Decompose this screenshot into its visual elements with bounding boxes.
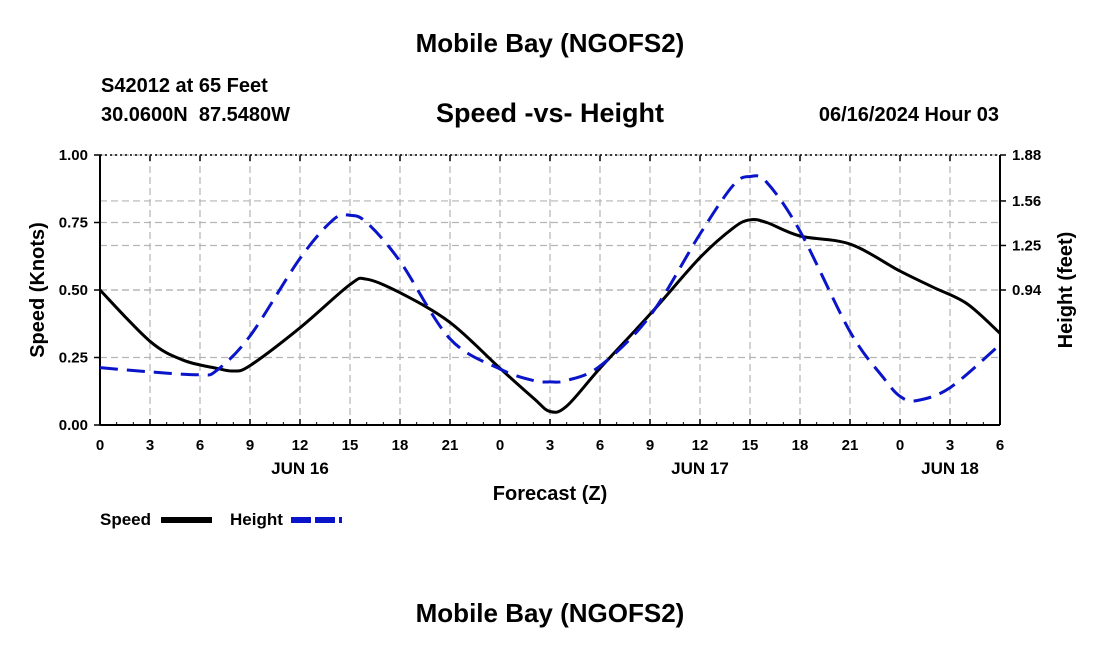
x-tick-label: 18 bbox=[392, 437, 409, 454]
y-tick-label-right: 1.25 bbox=[1012, 237, 1041, 254]
x-axis-title: Forecast (Z) bbox=[493, 483, 607, 505]
day-label: JUN 16 bbox=[271, 459, 329, 478]
x-tick-label: 9 bbox=[646, 437, 654, 454]
y-axis-title-left: Speed (Knots) bbox=[27, 222, 49, 358]
height-series-line bbox=[99, 174, 1001, 403]
y-tick-label-right: 0.94 bbox=[1012, 282, 1042, 299]
forecast-datetime: 06/16/2024 Hour 03 bbox=[818, 104, 999, 126]
x-tick-label: 12 bbox=[692, 437, 709, 454]
x-tick-label: 0 bbox=[896, 437, 904, 454]
footer-title: Mobile Bay (NGOFS2) bbox=[415, 598, 685, 628]
x-tick-label: 3 bbox=[146, 437, 154, 454]
y-tick-label-right: 1.56 bbox=[1012, 193, 1041, 210]
coordinates-label: 30.0600N 87.5480W bbox=[101, 104, 291, 126]
x-tick-label: 9 bbox=[246, 437, 254, 454]
x-tick-label: 15 bbox=[742, 437, 759, 454]
x-tick-label: 0 bbox=[96, 437, 104, 454]
x-tick-label: 6 bbox=[196, 437, 204, 454]
legend-speed-label: Speed bbox=[100, 510, 151, 529]
y-axis-title-right: Height (feet) bbox=[1055, 232, 1077, 349]
y-tick-label-right: 1.88 bbox=[1012, 147, 1041, 164]
x-tick-label: 6 bbox=[596, 437, 604, 454]
chart-subtitle: Speed -vs- Height bbox=[435, 98, 665, 128]
x-tick-label: 3 bbox=[546, 437, 554, 454]
y-tick-label-left: 0.25 bbox=[59, 350, 88, 367]
x-tick-label: 15 bbox=[342, 437, 359, 454]
x-tick-label: 0 bbox=[496, 437, 504, 454]
x-tick-label: 6 bbox=[996, 437, 1004, 454]
x-tick-label: 21 bbox=[842, 437, 859, 454]
station-label: S42012 at 65 Feet bbox=[101, 75, 268, 97]
y-tick-label-left: 0.00 bbox=[59, 417, 88, 434]
x-tick-label: 3 bbox=[946, 437, 954, 454]
x-tick-label: 21 bbox=[442, 437, 459, 454]
legend-height-label: Height bbox=[230, 510, 283, 529]
y-tick-label-left: 0.75 bbox=[59, 215, 88, 232]
x-tick-label: 18 bbox=[792, 437, 809, 454]
speed-series-line bbox=[98, 217, 1001, 414]
y-tick-label-left: 1.00 bbox=[59, 147, 88, 164]
day-label: JUN 18 bbox=[921, 459, 979, 478]
page-title: Mobile Bay (NGOFS2) bbox=[415, 28, 685, 58]
x-tick-label: 12 bbox=[292, 437, 309, 454]
day-label: JUN 17 bbox=[671, 459, 729, 478]
y-tick-label-left: 0.50 bbox=[59, 282, 88, 299]
